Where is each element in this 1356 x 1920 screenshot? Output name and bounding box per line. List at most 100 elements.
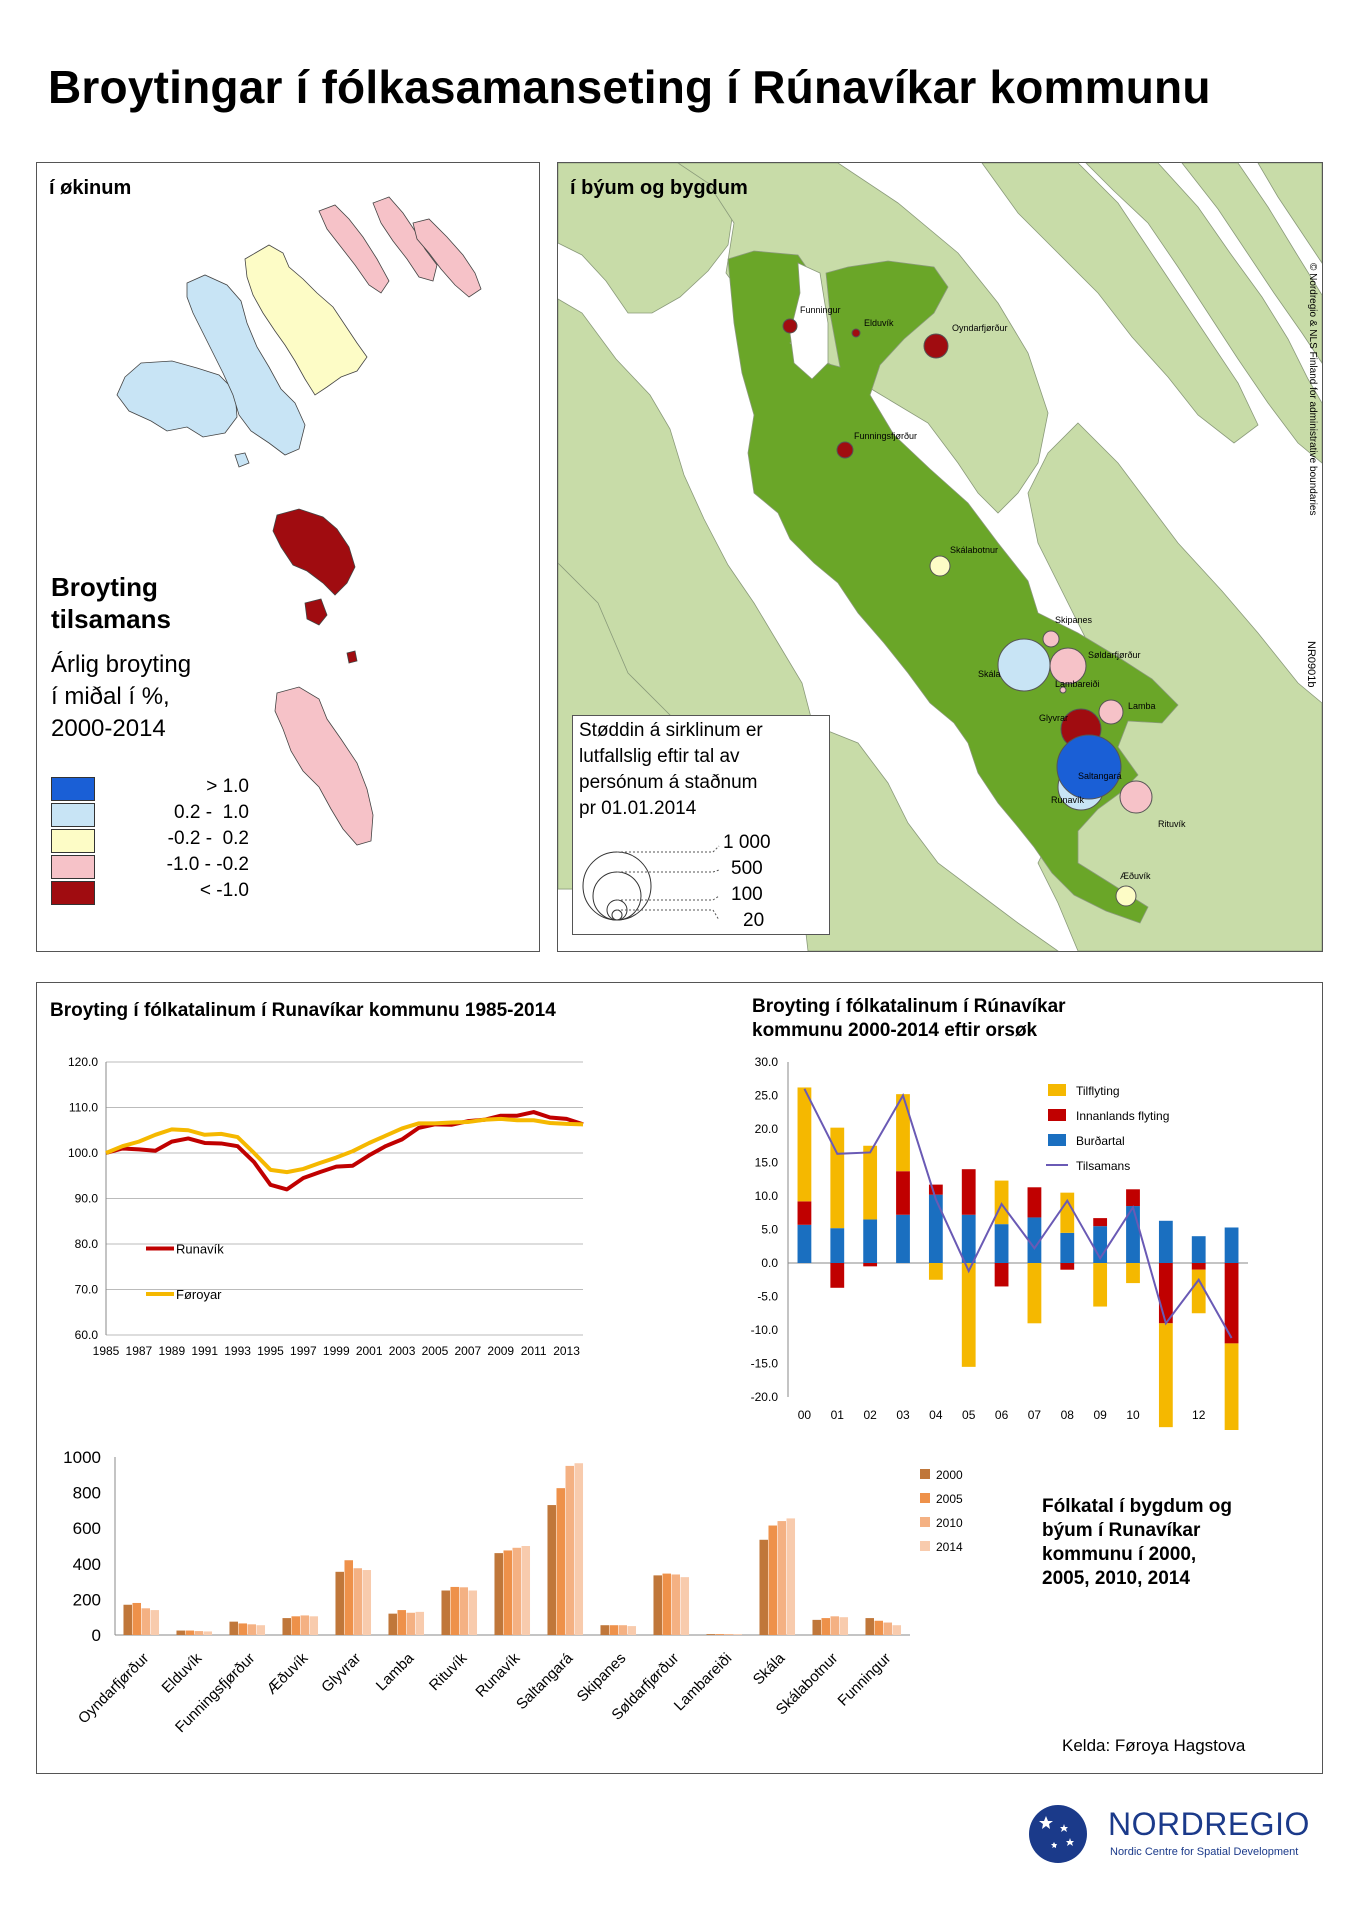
- bar-innanlands-flyting: [1060, 1263, 1075, 1270]
- bar-innanlands-flyting: [1191, 1263, 1206, 1270]
- y-tick-label: 110.0: [69, 1101, 98, 1115]
- legend-label: -0.2 - 0.2: [167, 828, 249, 849]
- bar-2000: [759, 1539, 768, 1635]
- bar-2014: [574, 1463, 584, 1635]
- bar-innanlands-flyting: [1027, 1187, 1042, 1218]
- bar-innanlands-flyting: [1126, 1189, 1140, 1207]
- bar-innanlands-flyting: [797, 1201, 812, 1225]
- island-bordoy: [412, 218, 482, 298]
- legend-swatch: [51, 881, 95, 905]
- fjord: [789, 262, 829, 380]
- legend-subtitle-line2: í miðal í %,: [51, 683, 170, 710]
- bar-2014: [309, 1616, 319, 1635]
- label-glyvrar: Glyvrar: [1039, 713, 1068, 723]
- bar-2010: [194, 1631, 204, 1635]
- bar-tilflyting: [1027, 1263, 1042, 1324]
- x-tick-label: 1989: [158, 1344, 185, 1358]
- bar-2005: [874, 1620, 883, 1635]
- y-tick-label: 60.0: [75, 1328, 99, 1342]
- legend-label: 0.2 - 1.0: [174, 802, 249, 823]
- size-legend-line3: persónum á staðnum: [579, 772, 758, 793]
- map-code: NR0901b: [1305, 641, 1317, 687]
- label-runavik: Runavík: [1051, 795, 1085, 805]
- settlement-map-heading: í býum og bygdum: [570, 177, 748, 199]
- bar-2010: [512, 1547, 522, 1635]
- bar-2000: [388, 1613, 397, 1635]
- x-tick-label: 2013: [553, 1344, 580, 1358]
- line-chart-title: Broyting í fólkatalinum í Runavíkar komm…: [50, 1000, 556, 1021]
- x-tick-label: Saltangará: [513, 1649, 577, 1713]
- legend-label: Tilsamans: [1076, 1159, 1130, 1173]
- bar-2005: [821, 1618, 830, 1635]
- island-eysturoy: [244, 244, 368, 396]
- x-tick-label: 2003: [389, 1344, 416, 1358]
- bar-burðartal: [1060, 1232, 1075, 1263]
- y-tick-label: -10.0: [751, 1323, 779, 1337]
- x-tick-label: Skipanes: [574, 1650, 630, 1706]
- x-tick-label: Glyvrar: [318, 1650, 364, 1696]
- size-legend-line4: pr 01.01.2014: [579, 798, 697, 819]
- x-tick-label: 1987: [126, 1344, 153, 1358]
- bar-innanlands-flyting: [961, 1169, 976, 1215]
- land-right-1: [981, 163, 1259, 444]
- land-right-3: [1181, 163, 1322, 364]
- island-skuvoy: [304, 598, 328, 626]
- region-map-heading: í økinum: [49, 177, 132, 199]
- y-tick-label: 0: [92, 1626, 101, 1645]
- series-line-runavík: [105, 1110, 584, 1192]
- page-title: Broytingar í fólkasamanseting í Rúnavíka…: [48, 61, 1211, 113]
- legend-label: 2014: [936, 1540, 963, 1554]
- bar-2005: [185, 1630, 194, 1635]
- circle-saltangara: [1056, 734, 1122, 800]
- legend-row: -0.2 - 0.2: [51, 828, 311, 853]
- bar-2010: [406, 1612, 416, 1635]
- x-tick-label: 05: [962, 1408, 976, 1422]
- legend-row: > 1.0: [51, 776, 311, 801]
- x-tick-label: Funningur: [835, 1650, 895, 1710]
- bar-tilflyting: [863, 1145, 878, 1220]
- bar-tilflyting: [961, 1263, 976, 1367]
- bar-2010: [353, 1568, 363, 1635]
- y-tick-label: 90.0: [75, 1192, 99, 1206]
- legend-title-line1: Broyting: [51, 572, 158, 602]
- series-line-føroyar: [105, 1116, 584, 1175]
- label-skalabotnur: Skálabotnur: [950, 545, 998, 555]
- x-tick-label: 00: [798, 1408, 812, 1422]
- label-skala: Skála: [978, 669, 1001, 679]
- island-suduroy: [274, 686, 374, 846]
- label-rituvik: Rituvík: [1158, 819, 1186, 829]
- legend-subtitle-line3: 2000-2014: [51, 715, 166, 742]
- bar-2000: [653, 1575, 662, 1635]
- bar-2000: [229, 1621, 238, 1635]
- source-note: Kelda: Føroya Hagstova: [1062, 1736, 1246, 1755]
- pop-chart-title-line1: Fólkatal í bygdum og: [1042, 1496, 1233, 1517]
- legend-swatch: [51, 829, 95, 853]
- legend-title-line2: tilsamans: [51, 604, 171, 634]
- bar-2014: [839, 1617, 849, 1635]
- settlement-map-panel: Funningur Elduvík Oyndarfjørður Funnings…: [557, 162, 1323, 952]
- bar-2014: [468, 1590, 478, 1635]
- bar-tilflyting: [928, 1263, 943, 1280]
- legend-swatch: [920, 1517, 930, 1527]
- circle-skipanes: [1042, 630, 1060, 648]
- bar-burðartal: [1224, 1227, 1239, 1263]
- y-tick-label: 15.0: [755, 1156, 779, 1170]
- island-vagar: [116, 360, 238, 438]
- bar-burðartal: [994, 1224, 1009, 1263]
- legend-swatch: [920, 1469, 930, 1479]
- y-tick-label: 70.0: [75, 1283, 99, 1297]
- bar-2005: [768, 1525, 777, 1635]
- bar-2005: [238, 1623, 247, 1635]
- bar-2014: [415, 1611, 425, 1635]
- size-circle-20: [611, 909, 623, 921]
- logo-name: NORDREGIO: [1108, 1806, 1310, 1842]
- x-tick-label: Lamba: [373, 1649, 418, 1694]
- bar-burðartal: [863, 1219, 878, 1263]
- y-tick-label: 100.0: [68, 1146, 98, 1160]
- x-tick-label: Oyndarfjørður: [75, 1650, 152, 1727]
- island-kalsoy: [318, 204, 390, 294]
- x-tick-label: 1995: [257, 1344, 284, 1358]
- x-tick-label: 08: [1061, 1408, 1075, 1422]
- label-aeduvik: Æðuvík: [1120, 871, 1151, 881]
